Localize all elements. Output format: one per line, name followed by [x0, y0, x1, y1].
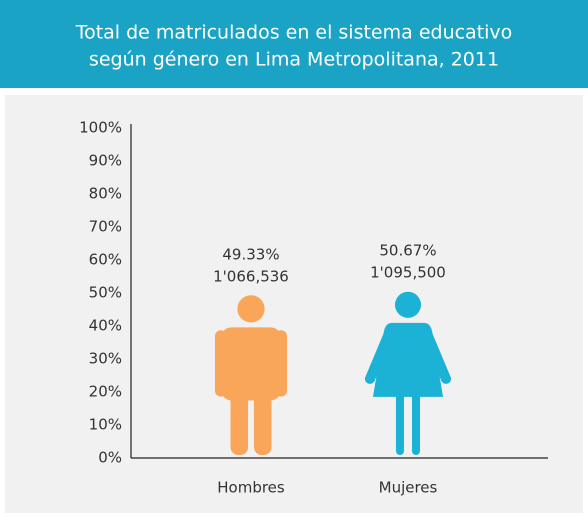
- y-tick-label: 70%: [89, 218, 122, 236]
- y-tick-label: 100%: [79, 119, 122, 137]
- torso: [220, 327, 282, 401]
- chart-title: Total de matriculados en el sistema educ…: [75, 22, 513, 44]
- leg: [253, 382, 272, 455]
- pictogram: [214, 295, 288, 455]
- header: [0, 0, 588, 88]
- value-label: 49.33%: [222, 246, 279, 264]
- count-label: 1'095,500: [370, 263, 446, 281]
- y-tick-label: 10%: [89, 416, 122, 434]
- panel: [5, 95, 583, 513]
- x-tick-label: Mujeres: [379, 479, 438, 497]
- count-label: 1'066,536: [213, 268, 289, 286]
- head: [394, 291, 422, 318]
- x-tick-label: Hombres: [217, 479, 285, 497]
- y-tick-label: 80%: [89, 185, 122, 203]
- dress: [372, 322, 444, 397]
- y-tick-label: 20%: [89, 383, 122, 401]
- head: [237, 295, 265, 323]
- y-tick-label: 50%: [89, 284, 122, 302]
- y-tick-label: 90%: [89, 152, 122, 170]
- chart-title: según género en Lima Metropolitana, 2011: [89, 49, 499, 71]
- y-tick-label: 30%: [89, 350, 122, 368]
- y-tick-label: 40%: [89, 317, 122, 335]
- leg: [230, 382, 249, 455]
- pictogram: [364, 291, 452, 455]
- leg: [395, 390, 404, 455]
- value-label: 50.67%: [379, 241, 436, 259]
- leg: [412, 390, 421, 455]
- y-tick-label: 0%: [98, 449, 122, 467]
- y-tick-label: 60%: [89, 251, 122, 269]
